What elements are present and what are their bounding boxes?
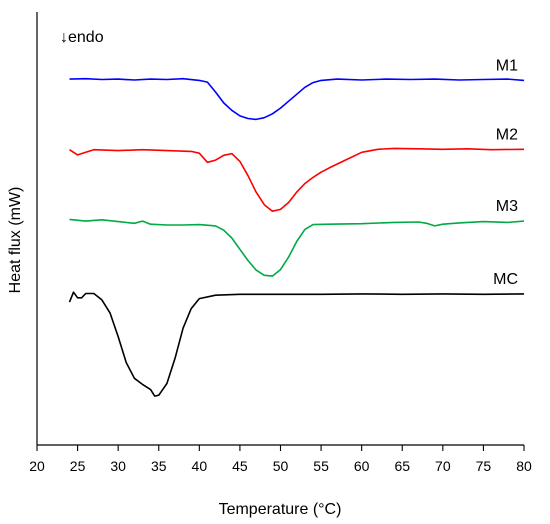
x-tick-label: 50	[273, 458, 289, 474]
series-line-mc	[68, 291, 525, 397]
x-tick-label: 35	[151, 458, 167, 474]
x-tick-label: 55	[313, 458, 329, 474]
series-line-m2	[69, 147, 525, 212]
x-tick-label: 65	[394, 458, 410, 474]
y-axis-title: Heat flux (mW)	[7, 187, 24, 294]
series-line-m3	[69, 218, 525, 277]
x-tick-label: 40	[192, 458, 208, 474]
endo-annotation: ↓endo	[60, 29, 104, 46]
x-tick-label: 25	[70, 458, 86, 474]
series-label-m2: M2	[496, 126, 518, 143]
x-tick-label: 20	[29, 458, 45, 474]
series-label-m3: M3	[496, 198, 518, 215]
axes	[36, 12, 524, 446]
series-label-m1: M1	[496, 57, 518, 74]
x-ticks: 20 25 30 35 40 45 50 55 60 65 70 75 80	[29, 445, 532, 474]
x-axis-title: Temperature (°C)	[219, 501, 342, 518]
series-label-mc: MC	[493, 271, 518, 288]
series-layer: M1 M2 M3 MC	[68, 57, 525, 397]
x-tick-label: 45	[232, 458, 248, 474]
series-line-m1	[69, 77, 525, 121]
x-tick-label: 70	[435, 458, 451, 474]
x-tick-label: 60	[354, 458, 370, 474]
x-tick-label: 30	[110, 458, 126, 474]
x-tick-label: 75	[476, 458, 492, 474]
x-tick-label: 80	[516, 458, 532, 474]
